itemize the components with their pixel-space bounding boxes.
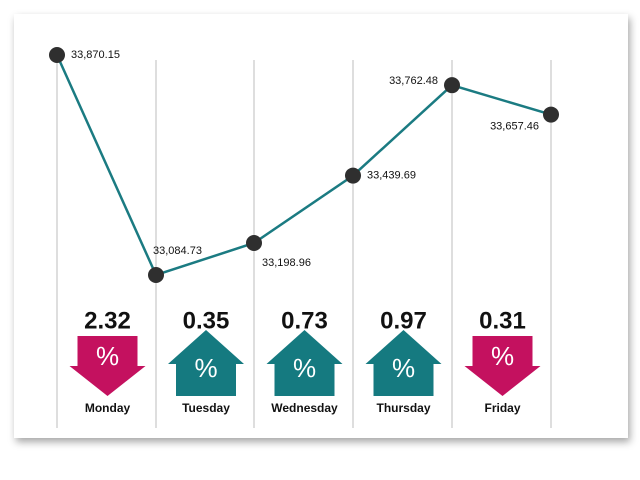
day-label: Wednesday xyxy=(271,401,338,415)
change-arrow xyxy=(464,336,541,396)
change-symbol: % xyxy=(491,341,514,371)
point-label: 33,762.48 xyxy=(389,75,438,87)
change-symbol: % xyxy=(392,353,415,383)
point-label: 33,657.46 xyxy=(490,120,539,132)
change-symbol: % xyxy=(293,353,316,383)
change-arrow xyxy=(365,330,442,396)
price-line xyxy=(55,54,552,277)
change-symbol: % xyxy=(96,341,119,371)
change-arrow xyxy=(266,330,343,396)
change-value: 0.97 xyxy=(380,307,427,334)
day-label: Monday xyxy=(85,401,131,415)
change-value: 0.35 xyxy=(183,307,230,334)
point xyxy=(345,167,361,184)
point-label: 33,870.15 xyxy=(71,49,120,61)
day-label: Friday xyxy=(484,401,520,415)
point xyxy=(246,235,262,252)
point xyxy=(543,106,559,123)
point-label: 33,084.73 xyxy=(153,245,202,257)
point xyxy=(49,47,65,63)
change-arrow xyxy=(168,330,244,396)
point-label: 33,439.69 xyxy=(367,169,416,181)
point-label: 33,198.96 xyxy=(262,257,311,269)
change-value: 0.31 xyxy=(479,307,526,334)
point xyxy=(444,77,460,94)
day-label: Tuesday xyxy=(182,401,230,415)
point xyxy=(148,267,164,283)
day-label: Thursday xyxy=(376,401,430,415)
change-symbol: % xyxy=(194,353,217,383)
change-value: 2.32 xyxy=(84,307,131,334)
change-arrow xyxy=(69,336,146,396)
change-value: 0.73 xyxy=(281,307,328,334)
